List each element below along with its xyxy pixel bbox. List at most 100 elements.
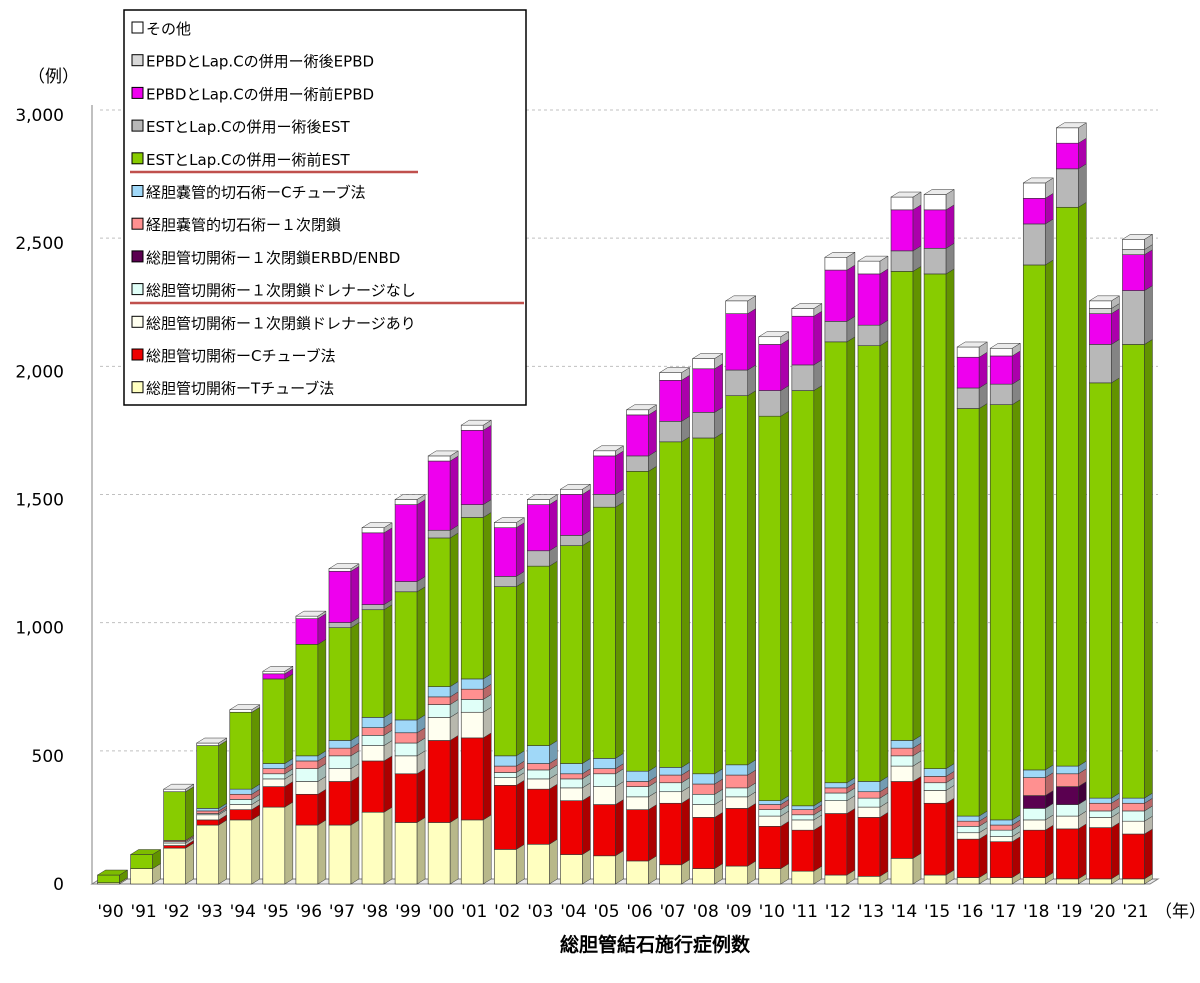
bar-segment-side	[879, 268, 889, 326]
bar-segment-side	[350, 622, 360, 741]
bar-segment	[427, 537, 451, 687]
bar-segment	[989, 404, 1013, 821]
bar-segment-side	[1144, 249, 1153, 292]
bar-segment	[1089, 344, 1112, 384]
bar-segment	[824, 874, 848, 885]
y-tick-label: 1,500	[15, 491, 64, 511]
bar-segment	[692, 437, 715, 775]
bar-segment	[923, 273, 947, 769]
bar-segment	[361, 717, 385, 728]
bar-segment	[229, 793, 253, 800]
bar-segment-side	[1144, 285, 1153, 345]
bar-segment	[989, 347, 1013, 357]
bar-segment	[923, 790, 947, 804]
bar-segment	[493, 849, 517, 885]
bar-segment-side	[780, 410, 790, 802]
bar-segment	[626, 455, 649, 472]
bar-segment	[725, 300, 749, 314]
bar-segment-side	[1078, 201, 1087, 767]
bar-segment-side	[978, 403, 988, 817]
bar-segment-side	[813, 824, 823, 872]
bar-segment-side	[482, 511, 492, 680]
bar-segment	[890, 271, 914, 741]
bar-segment	[527, 745, 550, 764]
bar-segment-side	[1045, 192, 1054, 225]
bar-segment	[295, 793, 319, 826]
bar-segment	[659, 782, 682, 793]
bar-segment-side	[780, 820, 790, 870]
bar-segment-side	[350, 776, 360, 826]
bar-top	[923, 189, 955, 195]
legend-label: 総胆管切開術ー１次閉鎖ERBD/ENBD	[146, 249, 400, 267]
bar-segment	[989, 383, 1013, 405]
bar-segment	[956, 815, 980, 822]
bar-segment	[791, 814, 815, 821]
bar-top	[195, 737, 228, 744]
bar-segment-side	[846, 808, 856, 876]
bar-segment-side	[912, 204, 922, 252]
bar-segment	[593, 786, 616, 805]
bar-segment	[692, 783, 715, 795]
legend-label: ESTとLap.Cの併用ー術後EST	[146, 118, 350, 136]
bar-segment	[626, 471, 649, 772]
bar-segment	[593, 506, 616, 759]
bar-segment	[527, 550, 550, 567]
bar-segment-side	[350, 565, 360, 623]
bar-segment	[659, 441, 682, 768]
legend-swatch	[131, 21, 144, 34]
y-tick-label: 3,000	[15, 106, 64, 126]
bar-segment	[229, 799, 253, 805]
bar-segment	[328, 755, 352, 769]
bar-segment	[560, 778, 583, 789]
bar-segment	[163, 791, 186, 841]
bar-segment-side	[449, 735, 459, 823]
bar-segment	[560, 535, 583, 546]
legend-label: 総胆管切開術ーCチューブ法	[146, 347, 336, 365]
bar-segment	[1089, 827, 1112, 880]
bar-segment	[989, 355, 1013, 385]
bar-segment	[460, 737, 484, 821]
bar-segment	[890, 209, 914, 252]
bar-top	[559, 483, 592, 490]
bar-segment	[1056, 828, 1079, 880]
bar-segment	[824, 792, 848, 801]
bar-segment	[262, 670, 286, 675]
bar-segment	[725, 313, 749, 371]
bar-segment	[890, 755, 914, 767]
bar-segment	[725, 787, 749, 798]
bar-segment	[923, 874, 947, 885]
legend-swatch	[131, 152, 144, 165]
bar-segment	[1089, 382, 1112, 799]
bar-segment	[460, 517, 484, 680]
bar-segment	[593, 768, 616, 775]
x-tick-label: '90	[97, 902, 123, 922]
bar-segment-side	[416, 499, 426, 582]
bar-segment-side	[1011, 399, 1021, 821]
bar-top	[328, 563, 360, 569]
bar-segment	[593, 855, 616, 885]
bar-segment	[1022, 198, 1046, 225]
bar-top	[96, 869, 129, 876]
bar-segment	[229, 819, 253, 885]
bar-segment	[824, 800, 848, 814]
bar-segment-side	[1078, 163, 1087, 208]
bar-segment	[295, 781, 319, 795]
bar-top	[757, 331, 790, 337]
bar-segment	[460, 504, 484, 518]
bar-top	[1022, 177, 1055, 184]
bar-segment	[460, 711, 484, 739]
bar-segment	[361, 760, 385, 813]
bar-segment-side	[284, 801, 294, 885]
bar-top	[228, 704, 261, 710]
bar-segment	[956, 838, 980, 878]
bar-segment	[295, 644, 319, 757]
bar-segment	[1089, 300, 1112, 309]
legend-swatch	[131, 119, 144, 132]
bar-segment	[262, 763, 286, 769]
bar-segment	[262, 778, 286, 787]
bar-segment	[725, 764, 749, 776]
legend-label: ESTとLap.Cの併用ー術前EST	[146, 151, 350, 169]
bar-segment	[1122, 878, 1145, 885]
bar-segment	[923, 776, 947, 784]
